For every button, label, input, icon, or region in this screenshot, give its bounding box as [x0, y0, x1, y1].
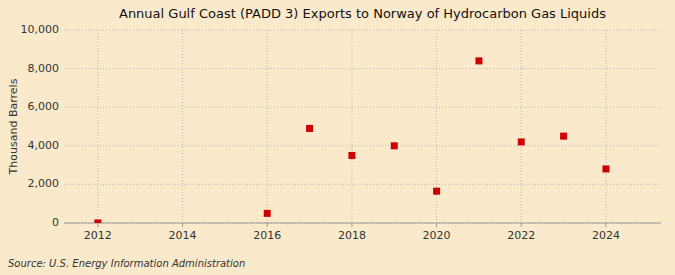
x-grid-line	[97, 30, 98, 223]
point	[348, 152, 355, 159]
x-tick-label: 2022	[507, 229, 535, 242]
background	[0, 0, 675, 275]
point	[391, 142, 398, 149]
y-grid-line	[64, 30, 661, 31]
point	[306, 125, 313, 132]
x-grid-line	[521, 30, 522, 223]
point	[518, 138, 525, 145]
point	[94, 219, 101, 223]
chart: 0 2,000 4,000 6,000 8,000 10,000 2012 2014 2016 2…	[0, 0, 675, 275]
x-tick	[182, 223, 183, 227]
y-axis-label: Thousand Barrels	[7, 78, 20, 175]
y-grid-line	[64, 68, 661, 69]
x-axis-line	[64, 223, 661, 224]
x-tick-label: 2018	[338, 229, 366, 242]
y-grid-line	[64, 145, 661, 146]
y-tick-label: 2,000	[28, 177, 60, 190]
grid	[64, 30, 661, 223]
x-tick	[351, 223, 352, 227]
x-tick	[267, 223, 268, 227]
y-tick-label: 8,000	[28, 62, 60, 75]
points	[94, 57, 609, 223]
x-tick-label: 2020	[423, 229, 451, 242]
y-grid-line	[64, 107, 661, 108]
point	[602, 165, 609, 172]
point	[560, 133, 567, 140]
x-tick	[97, 223, 98, 227]
x-tick	[521, 223, 522, 227]
x-tick-label: 2012	[84, 229, 112, 242]
y-grid-line	[64, 184, 661, 185]
y-tick-label: 0	[52, 216, 59, 229]
point	[264, 210, 271, 217]
x-tick-label: 2024	[592, 229, 620, 242]
x-tick-label: 2016	[253, 229, 281, 242]
x-tick	[436, 223, 437, 227]
x-grid-line	[182, 30, 183, 223]
y-tick-label: 4,000	[28, 139, 60, 152]
y-tick-label: 6,000	[28, 100, 60, 113]
x-tick	[605, 223, 606, 227]
x-grid-line	[605, 30, 606, 223]
point	[433, 188, 440, 195]
y-grid-line	[64, 223, 661, 224]
point	[475, 57, 482, 64]
axes: 0 2,000 4,000 6,000 8,000 10,000 2012 2014 2016 2…	[21, 23, 662, 242]
title: Annual Gulf Coast (PADD 3) Exports to No…	[119, 6, 606, 21]
y-tick-label: 10,000	[21, 23, 60, 36]
x-grid-line	[267, 30, 268, 223]
x-tick-label: 2014	[169, 229, 197, 242]
x-grid-line	[351, 30, 352, 223]
source: Source: U.S. Energy Information Administ…	[8, 258, 245, 269]
